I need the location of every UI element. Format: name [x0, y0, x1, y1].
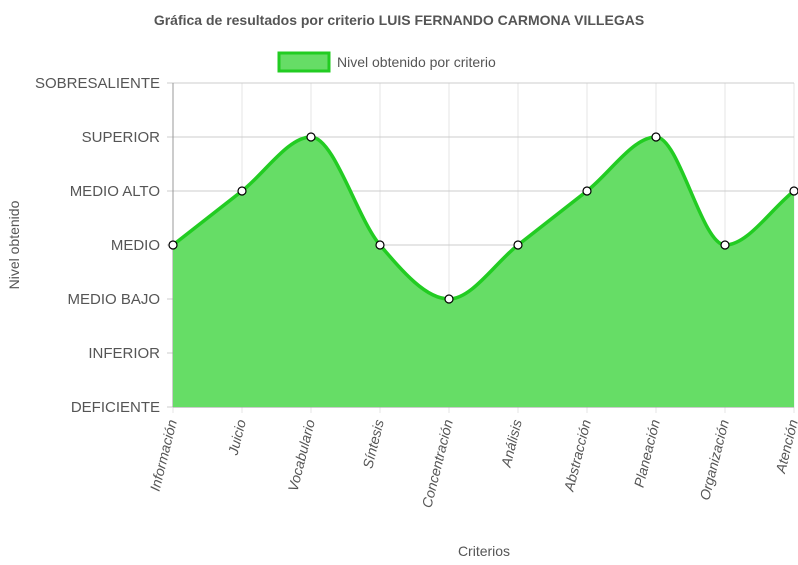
legend-label[interactable]: Nivel obtenido por criterio: [337, 54, 496, 70]
data-point[interactable]: [168, 240, 178, 250]
x-tick-label: Planeación: [631, 418, 663, 489]
area-layer: [171, 135, 796, 407]
x-tick-label: Atención: [772, 418, 798, 476]
x-axis-label: Criterios: [458, 543, 510, 559]
data-points: [168, 132, 798, 304]
chart-legend[interactable]: Nivel obtenido por criterio: [277, 51, 496, 73]
y-tick-label: MEDIO ALTO: [70, 183, 160, 200]
x-tick-labels: Información Juicio Vocabulario Síntesis Conc…: [147, 418, 798, 510]
x-tick-label: Análisis: [497, 418, 524, 470]
y-tick-label: INFERIOR: [88, 345, 160, 362]
legend-swatch[interactable]: [277, 51, 331, 73]
x-tick-label: Abstracción: [560, 418, 594, 494]
y-tick-label: DEFICIENTE: [71, 399, 160, 416]
data-point[interactable]: [720, 240, 730, 250]
data-point[interactable]: [789, 186, 798, 196]
x-tick-label: Concentración: [419, 418, 456, 510]
y-tick-label: MEDIO BAJO: [67, 291, 160, 308]
x-tick-label: Juicio: [224, 418, 248, 458]
y-tick-label: SOBRESALIENTE: [35, 75, 160, 92]
chart-title: Gráfica de resultados por criterio LUIS …: [154, 12, 644, 28]
x-tick-label: Organización: [696, 418, 732, 502]
y-axis-label: Nivel obtenido: [6, 200, 22, 289]
data-point[interactable]: [444, 294, 454, 304]
data-point[interactable]: [513, 240, 523, 250]
data-point[interactable]: [582, 186, 592, 196]
series-line: [171, 135, 796, 301]
series-area: [173, 137, 794, 407]
x-tick-label: Síntesis: [359, 418, 387, 470]
y-tick-labels: DEFICIENTE INFERIOR MEDIO BAJO MEDIO MEDIO A…: [35, 75, 160, 416]
data-point[interactable]: [237, 186, 247, 196]
x-tick-label: Vocabulario: [285, 418, 318, 493]
data-point[interactable]: [651, 132, 661, 142]
y-tick-label: SUPERIOR: [82, 129, 161, 146]
y-tick-label: MEDIO: [111, 237, 160, 254]
data-point[interactable]: [306, 132, 316, 142]
data-point[interactable]: [375, 240, 385, 250]
x-tick-label: Información: [147, 418, 180, 493]
